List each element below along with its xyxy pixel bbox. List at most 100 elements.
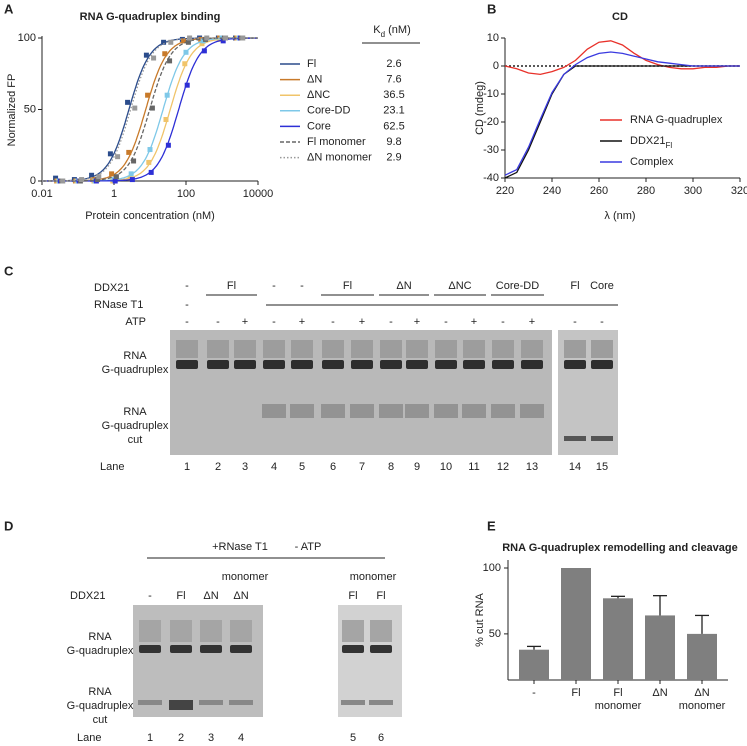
band-intact xyxy=(263,360,285,369)
lane-number: 15 xyxy=(596,461,608,473)
data-point xyxy=(199,41,205,47)
band-cut xyxy=(169,700,193,710)
band-label: G-quadruplex xyxy=(102,420,169,432)
ddx21-label: - xyxy=(272,280,276,292)
y-axis-label: % cut RNA xyxy=(474,592,486,646)
band-intact xyxy=(370,645,392,653)
data-point xyxy=(115,154,121,160)
y-tick-label: 50 xyxy=(489,628,501,640)
atp-label: - xyxy=(272,316,276,328)
ddx21-label: Fl xyxy=(570,280,579,292)
data-point xyxy=(181,38,187,44)
lane-number: 8 xyxy=(388,461,394,473)
band-cut xyxy=(379,404,403,418)
y-tick-label: 0 xyxy=(493,60,499,72)
data-point xyxy=(129,177,135,183)
legend-header: Kd (nM) xyxy=(373,24,410,39)
legend-label: ΔN xyxy=(307,74,322,86)
band-cut xyxy=(138,700,162,705)
kd-value: 62.5 xyxy=(383,120,404,132)
band-cut xyxy=(520,404,544,418)
lane-number: 3 xyxy=(242,461,248,473)
data-point xyxy=(182,61,188,67)
well xyxy=(176,340,198,358)
band-intact xyxy=(351,360,373,369)
kd-value: 2.6 xyxy=(386,58,401,70)
x-tick-label: 100 xyxy=(177,188,195,200)
chart-title: CD xyxy=(612,11,628,23)
rnase-label: - xyxy=(185,299,189,311)
legend-subscript: Fl xyxy=(665,141,672,150)
ddx21-label: Fl xyxy=(176,590,185,602)
band-cut xyxy=(369,700,393,705)
band-cut xyxy=(290,404,314,418)
band-intact xyxy=(521,360,543,369)
lane-number: 5 xyxy=(350,732,356,744)
data-point xyxy=(187,35,193,41)
well xyxy=(463,340,485,358)
x-tick-label: 320 xyxy=(731,185,747,197)
band-label: G-quadruplex xyxy=(102,364,169,376)
y-tick-label: 50 xyxy=(24,103,36,115)
x-tick-label: 240 xyxy=(543,185,561,197)
band-intact xyxy=(322,360,344,369)
legend-label: Core-DD xyxy=(307,105,350,117)
lane-number: 10 xyxy=(440,461,452,473)
well xyxy=(139,620,161,642)
band-label: RNA xyxy=(88,631,112,643)
legend-label: ΔNC xyxy=(307,89,330,101)
data-point xyxy=(220,38,226,44)
atp-label: - xyxy=(573,316,577,328)
band-cut xyxy=(491,404,515,418)
data-point xyxy=(132,105,138,111)
band-intact xyxy=(139,645,161,653)
bar xyxy=(519,649,549,680)
band-label: RNA xyxy=(88,686,112,698)
band-intact xyxy=(435,360,457,369)
band-cut xyxy=(462,404,486,418)
data-point xyxy=(109,171,115,177)
band-intact xyxy=(291,360,313,369)
kd-subscript: d xyxy=(381,30,385,39)
atp-label: - xyxy=(501,316,505,328)
well xyxy=(564,340,586,358)
row-label: DDX21 xyxy=(70,590,105,602)
panel-label: D xyxy=(4,518,13,533)
data-point xyxy=(201,48,207,54)
band-label: cut xyxy=(128,434,143,446)
lane-number: 5 xyxy=(299,461,305,473)
band-intact xyxy=(234,360,256,369)
atp-label: - xyxy=(444,316,448,328)
data-point xyxy=(161,39,167,45)
x-tick-label: 220 xyxy=(496,185,514,197)
band-cut xyxy=(229,700,253,705)
x-tick-label: Fl xyxy=(571,687,580,699)
band-intact xyxy=(492,360,514,369)
lane-number: 6 xyxy=(330,461,336,473)
x-tick-label: ΔN xyxy=(652,687,667,699)
lane-number: 12 xyxy=(497,461,509,473)
data-point xyxy=(112,178,118,184)
x-tick-label: 300 xyxy=(684,185,702,197)
panel-label: C xyxy=(4,263,14,278)
row-label: DDX21 xyxy=(94,282,129,294)
legend-label: Fl xyxy=(307,58,316,70)
ddx21-label: Core xyxy=(590,280,614,292)
band-intact xyxy=(406,360,428,369)
kd-unit: (nM) xyxy=(385,24,411,36)
data-point xyxy=(147,147,153,153)
well xyxy=(351,340,373,358)
bar xyxy=(687,633,717,680)
gel-header: +RNase T1 xyxy=(212,541,268,553)
well xyxy=(435,340,457,358)
kd-value: 2.9 xyxy=(386,152,401,164)
monomer-label: monomer xyxy=(222,571,269,583)
data-point xyxy=(145,92,151,98)
y-tick-label: -20 xyxy=(483,116,499,128)
atp-label: - xyxy=(331,316,335,328)
chart-title: RNA G-quadruplex remodelling and cleavag… xyxy=(502,542,738,554)
lane-number: 3 xyxy=(208,732,214,744)
data-point xyxy=(128,171,134,177)
y-axis-label: Normalized FP xyxy=(6,74,18,147)
